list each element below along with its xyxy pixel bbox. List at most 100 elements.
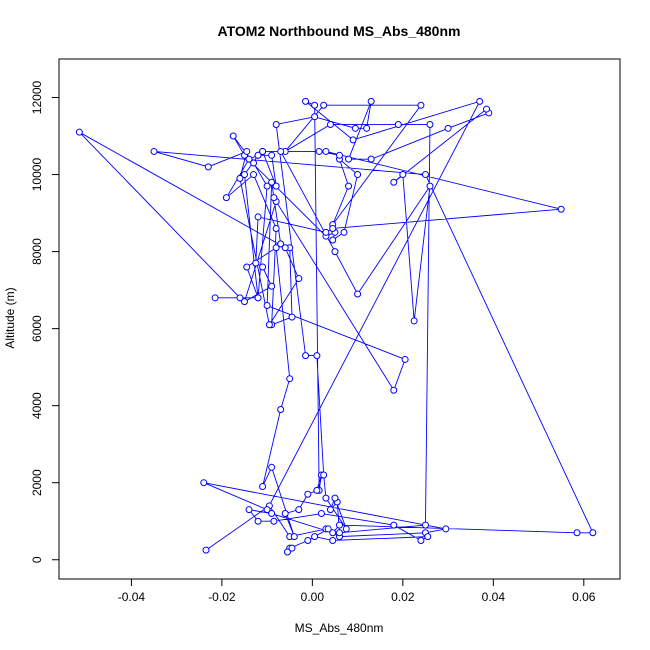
y-tick-label: 8000 — [30, 238, 44, 265]
data-point — [426, 120, 434, 128]
data-point — [322, 494, 330, 502]
data-point — [315, 147, 323, 155]
data-point — [272, 120, 280, 128]
data-point — [349, 136, 357, 144]
data-point — [302, 97, 310, 105]
y-tick-label: 0 — [30, 556, 44, 563]
y-tick-label: 4000 — [30, 392, 44, 419]
y-axis-label: Altitude (m) — [3, 287, 17, 348]
data-point — [317, 510, 325, 518]
y-tick-label: 2000 — [30, 469, 44, 496]
chart-title: ATOM2 Northbound MS_Abs_480nm — [218, 23, 461, 39]
data-point — [240, 298, 248, 306]
y-axis: 0 2000 4000 6000 8000 10000 12000 — [30, 81, 60, 563]
data-point — [329, 224, 337, 232]
data-point — [329, 536, 337, 544]
data-point — [336, 529, 343, 537]
data-point — [367, 97, 375, 105]
data-point — [401, 355, 409, 363]
data-point — [277, 240, 285, 248]
data-point — [336, 151, 343, 159]
data-point — [263, 506, 271, 514]
data-point — [390, 178, 398, 186]
data-point — [254, 213, 262, 221]
data-point — [286, 375, 294, 383]
data-point — [259, 147, 267, 155]
data-point — [320, 471, 328, 479]
data-point — [240, 171, 248, 179]
data-point — [302, 352, 310, 360]
data-point — [311, 113, 319, 121]
data-point — [340, 228, 348, 236]
data-point — [272, 182, 280, 190]
data-point — [250, 171, 258, 179]
data-point — [313, 486, 321, 494]
data-point — [245, 155, 253, 163]
data-point — [421, 521, 429, 529]
data-point — [410, 317, 418, 325]
data-point — [322, 147, 330, 155]
x-tick-label: -0.02 — [208, 590, 236, 604]
data-point — [311, 533, 319, 541]
data-point — [263, 182, 271, 190]
data-point — [202, 546, 210, 554]
data-point — [354, 171, 362, 179]
data-series — [75, 97, 597, 556]
data-point — [573, 529, 581, 537]
data-point — [345, 182, 353, 190]
data-point — [442, 525, 450, 533]
data-point — [326, 506, 334, 514]
data-point — [476, 97, 484, 105]
data-point — [331, 248, 339, 256]
data-point — [75, 128, 83, 136]
data-point — [331, 494, 339, 502]
data-point — [259, 483, 267, 491]
data-point — [204, 163, 212, 171]
data-point — [311, 101, 319, 109]
data-point — [270, 194, 278, 202]
data-point — [277, 406, 285, 414]
data-point — [557, 205, 565, 213]
data-point — [363, 124, 371, 132]
data-point — [336, 521, 343, 529]
data-point — [329, 529, 337, 537]
data-point — [211, 294, 219, 302]
data-point — [326, 120, 334, 128]
data-point — [268, 510, 276, 518]
data-point — [394, 120, 402, 128]
data-point — [351, 124, 359, 132]
data-point — [324, 525, 332, 533]
data-point — [342, 525, 350, 533]
data-point — [254, 517, 262, 525]
x-tick-label: 0.04 — [482, 590, 506, 604]
x-tick-label: -0.04 — [118, 590, 146, 604]
data-point — [399, 171, 407, 179]
data-point — [444, 124, 452, 132]
data-point — [277, 147, 285, 155]
data-point — [288, 544, 296, 552]
y-tick-label: 12000 — [30, 81, 44, 115]
data-point — [229, 132, 237, 140]
data-point — [288, 313, 296, 321]
x-tick-label: 0.06 — [572, 590, 596, 604]
data-point — [589, 529, 597, 537]
data-point — [243, 147, 251, 155]
data-point — [345, 155, 353, 163]
data-point — [252, 259, 260, 267]
data-point — [272, 224, 280, 232]
data-point — [295, 506, 303, 514]
data-point — [222, 194, 230, 202]
data-point — [200, 479, 208, 487]
y-tick-label: 6000 — [30, 315, 44, 342]
data-point — [426, 182, 434, 190]
x-axis-label: MS_Abs_480nm — [295, 621, 384, 635]
x-tick-label: 0.00 — [301, 590, 325, 604]
data-point — [270, 517, 278, 525]
data-point — [295, 275, 303, 283]
data-point — [320, 101, 328, 109]
data-point — [283, 548, 291, 556]
data-point — [254, 151, 262, 159]
data-point — [367, 155, 375, 163]
data-point — [250, 159, 258, 167]
data-point — [483, 105, 491, 113]
